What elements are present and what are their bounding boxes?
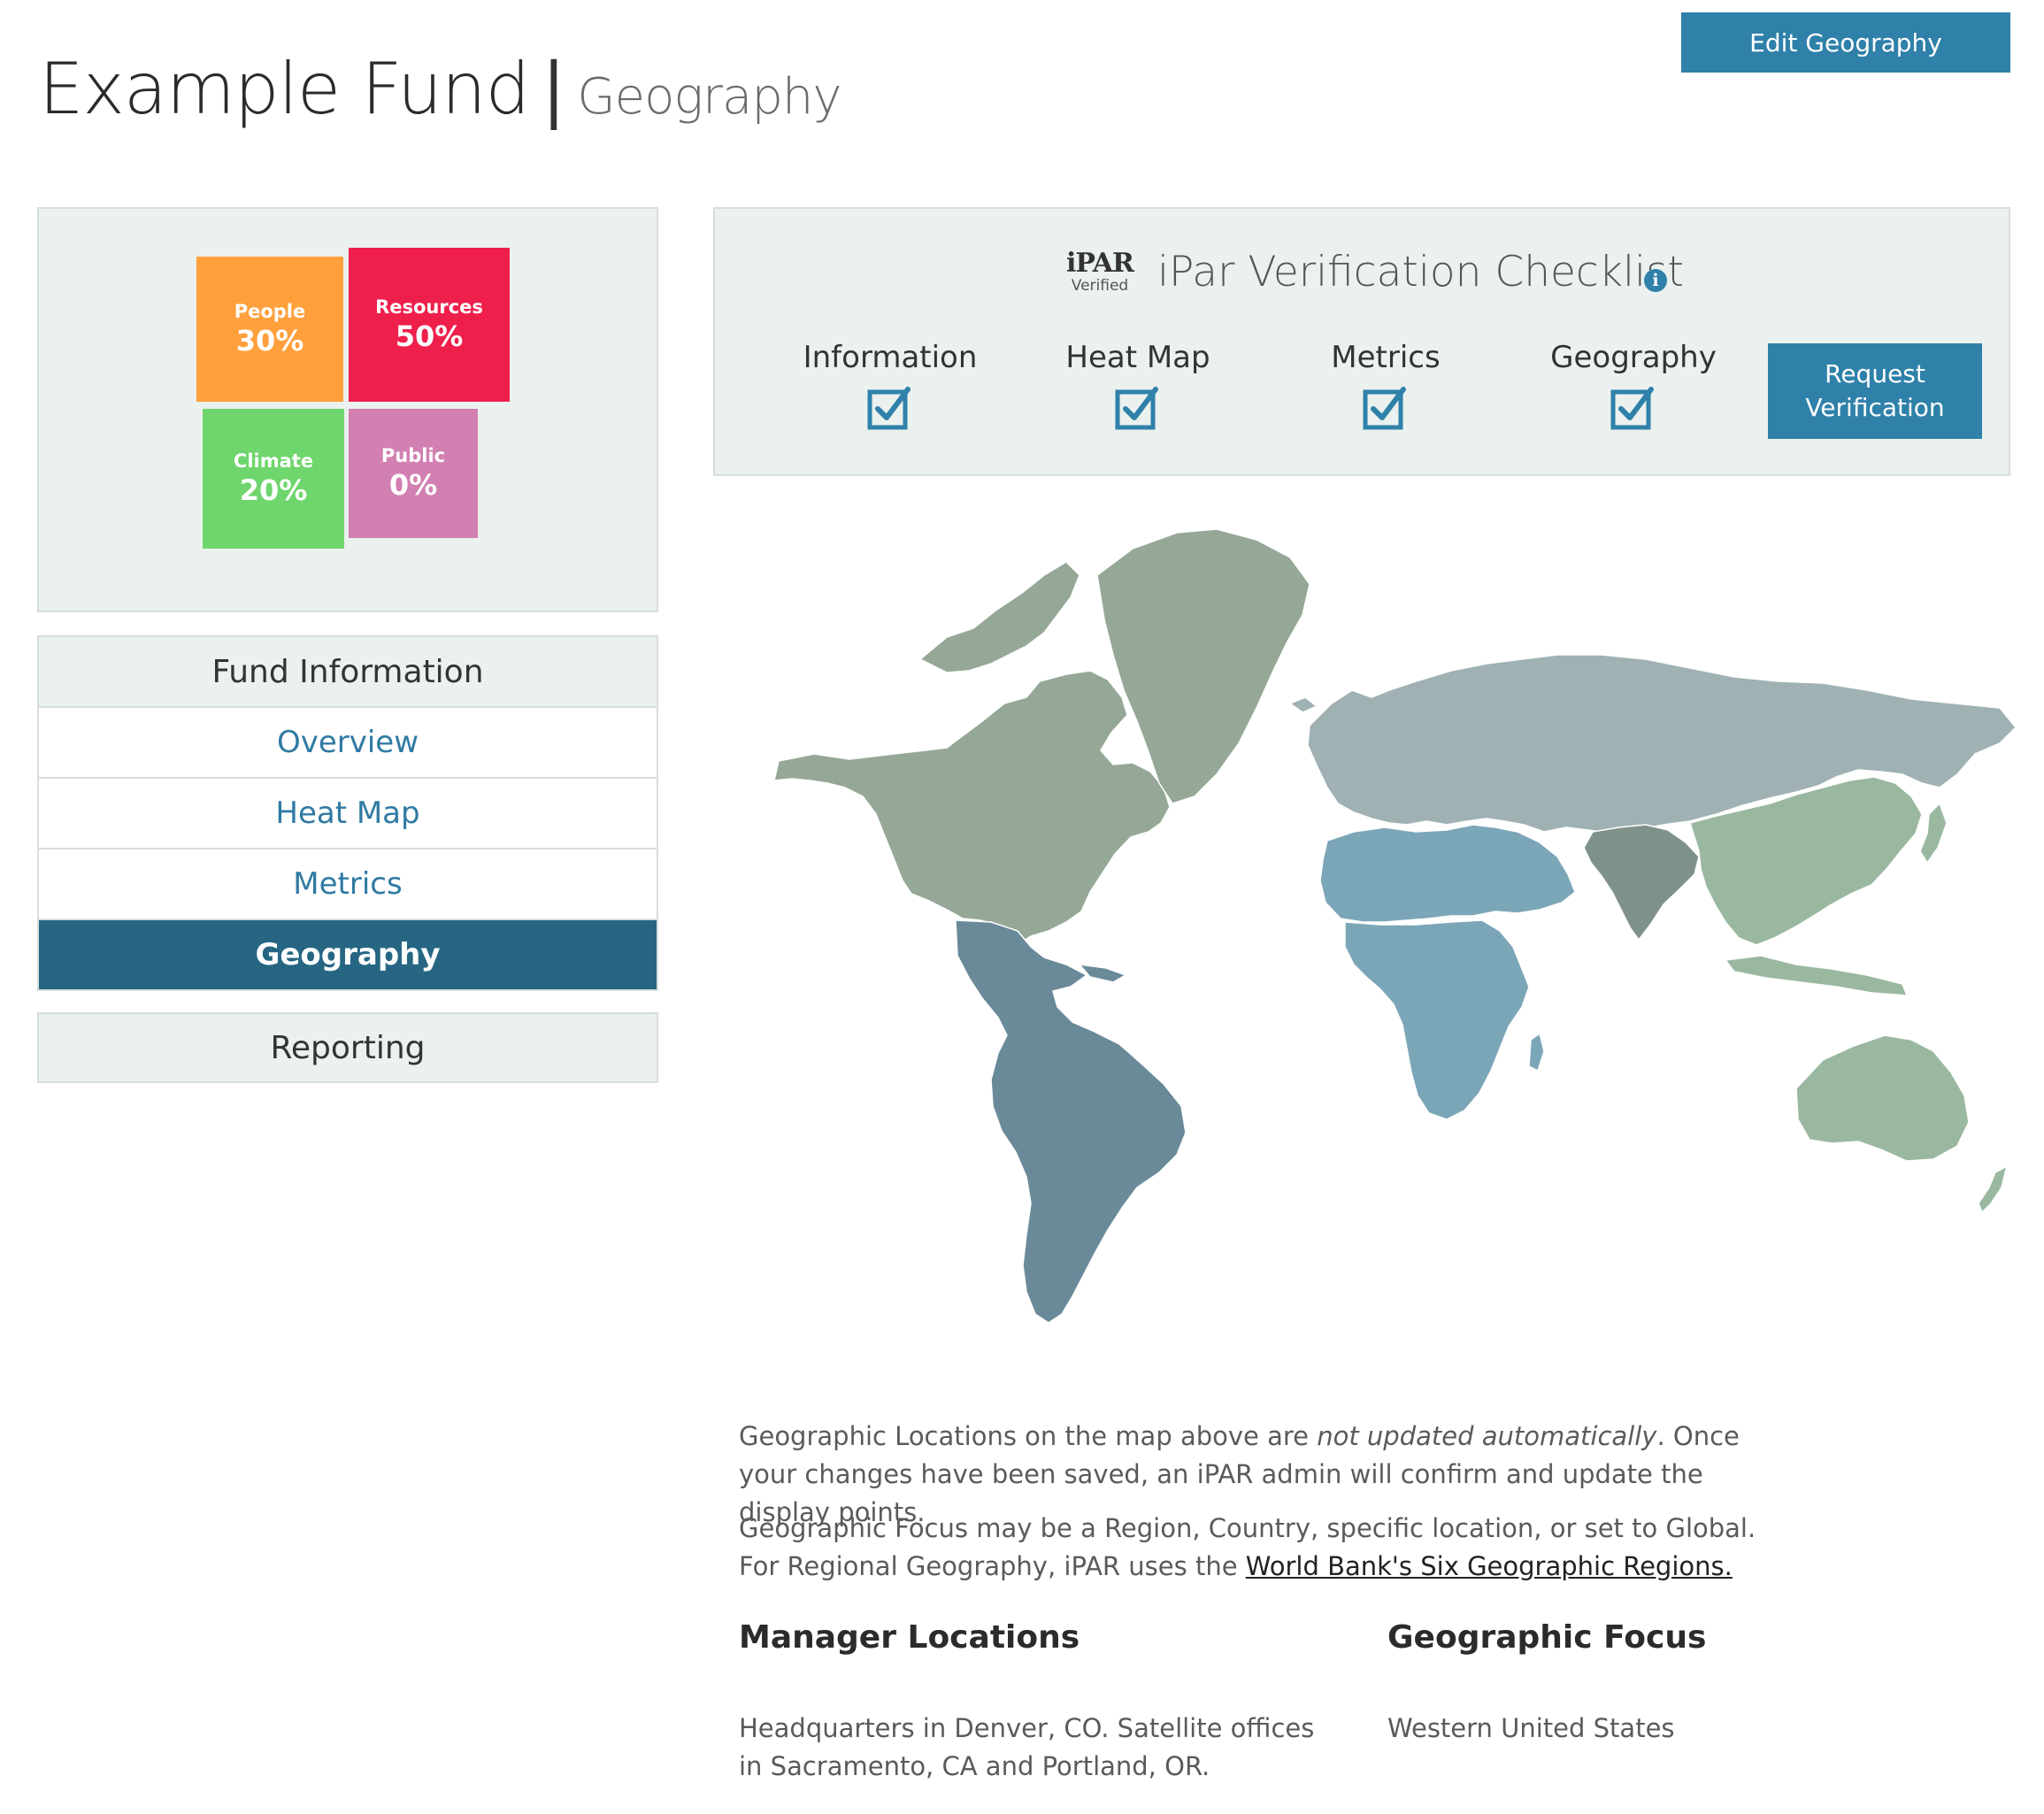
info-icon[interactable]: i (1644, 269, 1667, 292)
allocation-tile-people: People 30% (196, 257, 343, 402)
allocation-tile-climate: Climate 20% (203, 409, 344, 549)
nav-item-heat-map[interactable]: Heat Map (39, 777, 657, 848)
checkbox-checked-icon (867, 387, 911, 430)
map-region-indonesia[interactable] (1725, 955, 1908, 996)
map-region-north-america[interactable] (773, 670, 1171, 946)
request-label-line2: Verification (1805, 393, 1945, 422)
logo-text: iPAR (1066, 248, 1134, 279)
note-text: Geographic Locations on the map above ar… (739, 1421, 1318, 1451)
allocation-tile-resources: Resources 50% (349, 248, 510, 402)
check-label: Information (803, 340, 978, 375)
note-text: . Once your changes have been saved, an … (739, 1421, 1740, 1527)
map-region-caribbean[interactable] (1079, 964, 1126, 983)
allocation-label: People (234, 301, 306, 322)
map-region-sub-saharan-africa[interactable] (1344, 919, 1530, 1120)
checkbox-checked-icon (1115, 387, 1158, 430)
check-label: Metrics (1331, 340, 1441, 375)
allocation-label: Resources (375, 296, 483, 318)
check-item-information: Information (793, 340, 987, 430)
map-region-europe-central-asia[interactable] (1307, 654, 2017, 834)
allocation-panel: People 30% Resources 50% Climate 20% Pub… (37, 207, 658, 612)
note-emphasis: not updated automatically (1317, 1421, 1657, 1451)
edit-geography-button[interactable]: Edit Geography (1681, 12, 2010, 73)
nav-item-reporting[interactable]: Reporting (37, 1012, 658, 1083)
map-region-iceland[interactable] (1289, 696, 1318, 713)
check-label: Geography (1550, 340, 1717, 375)
checkbox-checked-icon (1363, 387, 1406, 430)
map-region-new-zealand[interactable] (1978, 1165, 2008, 1213)
request-label-line1: Request (1825, 359, 1925, 388)
page-section-title: Geography (577, 68, 841, 126)
focus-note-paragraph: Geographic Focus may be a Region, Countr… (739, 1510, 1783, 1586)
world-map[interactable] (761, 522, 2017, 1363)
manager-locations-text: Headquarters in Denver, CO. Satellite of… (739, 1713, 1315, 1781)
note-text: Geographic Focus may be a Region, Countr… (739, 1513, 1756, 1581)
fund-info-nav: Fund Information Overview Heat Map Metri… (37, 635, 658, 991)
fund-name: Example Fund (39, 48, 530, 130)
geographic-focus-text: Western United States (1387, 1713, 1675, 1743)
allocation-value: 0% (388, 468, 438, 502)
world-bank-regions-link[interactable]: World Bank's Six Geographic Regions. (1245, 1551, 1733, 1581)
page-title: Example Fund | Geography (39, 48, 842, 130)
check-label: Heat Map (1065, 340, 1210, 375)
manager-locations-title: Manager Locations (739, 1619, 1080, 1656)
map-region-madagascar[interactable] (1528, 1033, 1545, 1072)
check-item-heat-map: Heat Map (1041, 340, 1235, 430)
map-region-australia[interactable] (1795, 1034, 1970, 1162)
check-item-metrics: Metrics (1288, 340, 1483, 430)
allocation-value: 50% (395, 319, 464, 353)
checklist-title: iPar Verification Checklist (1157, 248, 1684, 296)
verification-checklist: iPAR Verified iPar Verification Checklis… (713, 207, 2010, 476)
map-region-greenland[interactable] (1096, 528, 1310, 804)
nav-item-metrics[interactable]: Metrics (39, 848, 657, 919)
check-item-geography: Geography (1536, 340, 1731, 430)
geographic-focus-title: Geographic Focus (1387, 1619, 1707, 1656)
nav-item-overview[interactable]: Overview (39, 706, 657, 777)
map-region-arctic-islands[interactable] (919, 561, 1080, 673)
checkbox-checked-icon (1610, 387, 1654, 430)
map-region-middle-east-north-africa[interactable] (1319, 824, 1576, 923)
logo-subtext: Verified (1071, 277, 1129, 295)
nav-item-geography[interactable]: Geography (39, 919, 657, 989)
nav-heading: Fund Information (39, 637, 657, 706)
map-region-south-asia[interactable] (1583, 824, 1700, 941)
allocation-value: 30% (235, 324, 304, 357)
ipar-verified-logo: iPAR Verified (1064, 248, 1135, 295)
allocation-label: Public (380, 445, 446, 466)
map-region-east-asia-pacific[interactable] (1689, 776, 1923, 946)
title-separator: | (542, 48, 565, 130)
map-note-paragraph: Geographic Locations on the map above ar… (739, 1418, 1783, 1532)
map-region-latin-america[interactable] (955, 919, 1187, 1324)
allocation-label: Climate (233, 450, 314, 472)
allocation-tile-public: Public 0% (349, 409, 478, 538)
request-verification-button[interactable]: Request Verification (1768, 343, 1982, 439)
allocation-value: 20% (239, 473, 308, 507)
map-region-japan[interactable] (1919, 803, 1948, 864)
